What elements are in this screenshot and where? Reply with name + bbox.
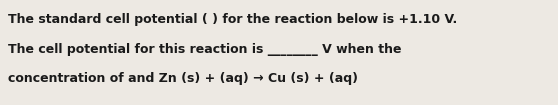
Text: concentration of and Zn (s) + (aq) → Cu (s) + (aq): concentration of and Zn (s) + (aq) → Cu … [8, 72, 358, 85]
Text: The cell potential for this reaction is ________ V when the: The cell potential for this reaction is … [8, 43, 402, 56]
Text: The standard cell potential ( ) for the reaction below is +1.10 V.: The standard cell potential ( ) for the … [8, 13, 458, 26]
